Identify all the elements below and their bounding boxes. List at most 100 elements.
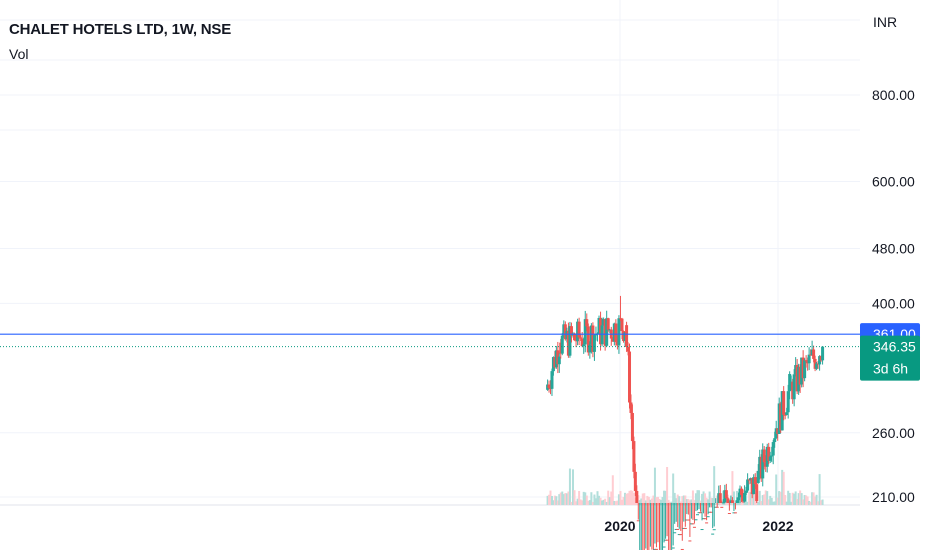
volume-bar [788,492,791,505]
volume-bar [708,491,711,505]
candle-body [689,523,693,525]
volume-bar [754,492,757,505]
volume-bar [605,501,608,505]
candle-body [749,478,753,481]
volume-bar [576,498,579,505]
volume-bar [731,471,734,505]
candle-body [708,511,712,513]
volume-bar [587,500,590,505]
volume-bar [821,499,824,505]
volume-bar [619,490,622,505]
volume-bar [661,497,664,505]
candle-body [773,438,777,443]
candle-body [625,325,629,347]
candle-body [768,456,772,461]
volume-bar [793,493,796,505]
volume-bar [550,495,553,505]
volume-bar [704,493,707,505]
volume-bar [561,491,564,505]
volume-bar [763,494,766,505]
volume-bar [809,501,812,505]
volume-bar [570,501,573,505]
candle-body [695,514,699,516]
candle-body [744,490,748,493]
volume-bar [593,494,596,505]
y-axis-tick-label: 400.00 [872,295,915,311]
volume-bar [552,500,555,505]
symbol-title[interactable]: CHALET HOTELS LTD, 1W, NSE [9,21,232,38]
volume-bar [622,497,625,505]
candle-body [761,449,765,479]
candle-body [674,528,678,530]
candle-body [602,319,606,326]
volume-bar [631,490,634,505]
candle-body [585,319,589,327]
volume-bar [553,495,556,505]
candle-body [785,412,789,415]
candle-body [608,329,612,331]
volume-bar [548,494,551,505]
candle-body [559,342,563,354]
candle-body [691,523,695,525]
volume-bar [581,500,584,505]
candle-body [717,493,721,503]
volume-bar [745,492,748,505]
volume-bar [781,469,784,505]
candle-body [738,488,742,498]
volume-bar [632,492,635,505]
candle-body [597,317,601,334]
candle-body [726,498,730,503]
candle-body [723,490,727,503]
volume-bar [601,500,604,505]
volume-bar [599,497,602,505]
volume-bar [650,498,653,505]
candle-body [673,532,677,534]
volume-bar [685,499,688,505]
volume-bar [713,466,716,505]
candle-body [560,335,564,354]
candle-body [752,477,756,495]
candle-body [782,391,786,415]
candle-body [694,519,698,521]
candle-body [700,529,704,531]
volume-bar [714,501,717,505]
volume-bar [808,500,811,505]
volume-bar [687,498,690,505]
volume-bar [760,501,763,505]
volume-bar [675,498,678,505]
candle-body [577,321,581,338]
volume-bar [568,468,571,505]
candle-body [721,502,725,504]
volume-bar [787,490,790,505]
volume-bar [779,491,782,505]
volume-bar [558,494,561,505]
candle-body [762,449,766,463]
candle-body [676,528,680,530]
volume-bar [575,501,578,505]
volume-bar [710,497,713,505]
volume-bar [757,501,760,505]
candle-body [714,506,718,508]
y-axis-tick-label: 210.00 [872,489,915,505]
candle-body [568,326,572,356]
candle-body [756,470,760,484]
candle-body [622,331,626,341]
candle-body [653,548,657,550]
volume-bar [758,490,761,505]
candle-body [705,522,709,524]
volume-bar [666,467,669,505]
candle-body [783,414,787,416]
volume-indicator-label[interactable]: Vol [9,46,29,62]
volume-bar [585,495,588,505]
candle-body [626,346,630,352]
volume-bar [702,491,705,505]
candle-body [629,402,633,413]
candle-body [583,319,587,345]
candle-body [605,318,609,346]
candle-body [807,354,811,364]
candle-body [594,334,598,336]
candle-body [592,335,596,352]
volume-bar [805,495,808,505]
